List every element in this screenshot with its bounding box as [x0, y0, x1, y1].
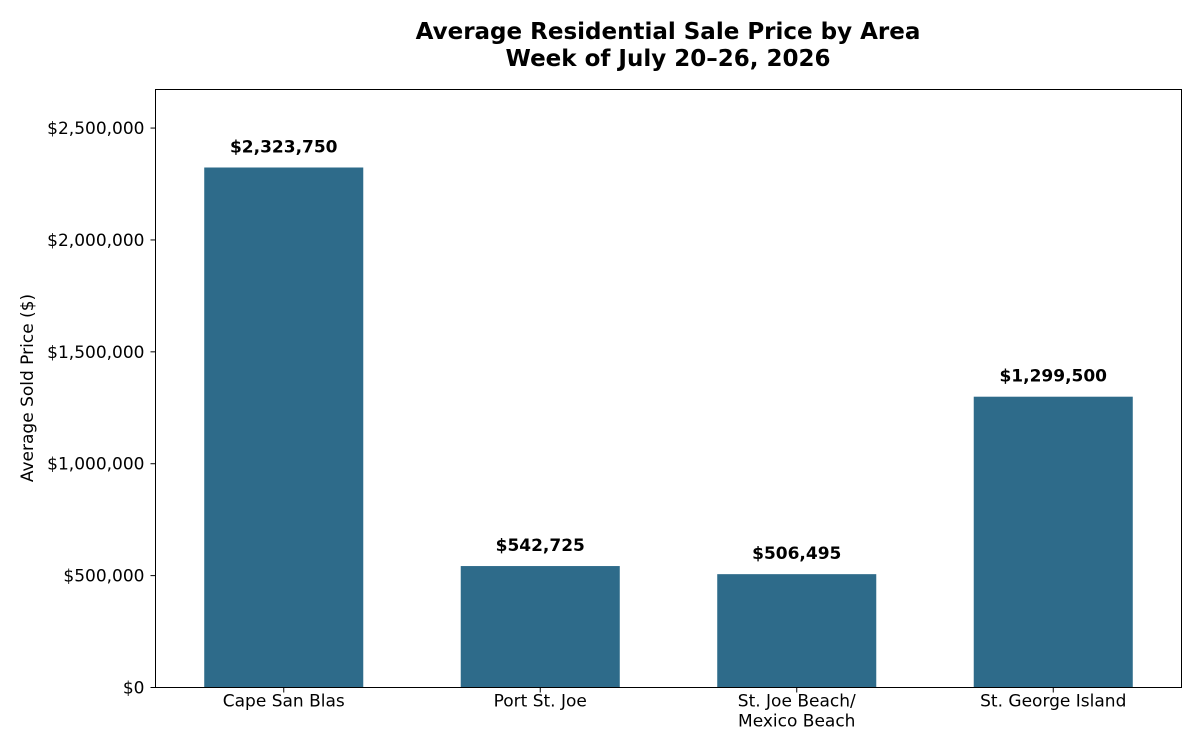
bar-value-labels: $2,323,750 $542,725 $506,495 $1,299,500	[230, 137, 1107, 564]
bar-value-label: $542,725	[496, 536, 585, 556]
y-tick-label: $500,000	[63, 567, 144, 587]
y-tick-label: $0	[123, 679, 145, 699]
chart-subtitle: Week of July 20–26, 2026	[506, 46, 831, 72]
x-tick-label: Port St. Joe	[494, 692, 587, 712]
y-axis-ticks: $0 $500,000 $1,000,000 $1,500,000 $2,000,000…	[47, 119, 156, 699]
bar	[973, 396, 1133, 688]
bar	[204, 167, 364, 688]
x-tick-label: Cape San Blas	[223, 692, 345, 712]
x-tick-label: St. Joe Beach/	[738, 692, 856, 712]
x-axis-ticks: Cape San Blas Port St. Joe St. Joe Beach/M…	[223, 687, 1126, 732]
y-axis-label: Average Sold Price ($)	[18, 294, 38, 482]
bar	[717, 574, 877, 688]
bar	[460, 566, 620, 688]
y-tick-label: $2,000,000	[47, 231, 144, 251]
bar-value-label: $1,299,500	[999, 367, 1107, 387]
plot-frame	[155, 89, 1182, 688]
y-tick-label: $2,500,000	[47, 119, 144, 139]
bar-value-label: $2,323,750	[230, 137, 338, 157]
bars-group	[204, 167, 1133, 688]
y-tick-label: $1,500,000	[47, 343, 144, 363]
bar-value-label: $506,495	[752, 544, 841, 564]
x-tick-label: St. George Island	[980, 692, 1126, 712]
chart-title: Average Residential Sale Price by Area	[416, 19, 921, 45]
x-tick-label: Mexico Beach	[738, 712, 855, 732]
y-tick-label: $1,000,000	[47, 455, 144, 475]
